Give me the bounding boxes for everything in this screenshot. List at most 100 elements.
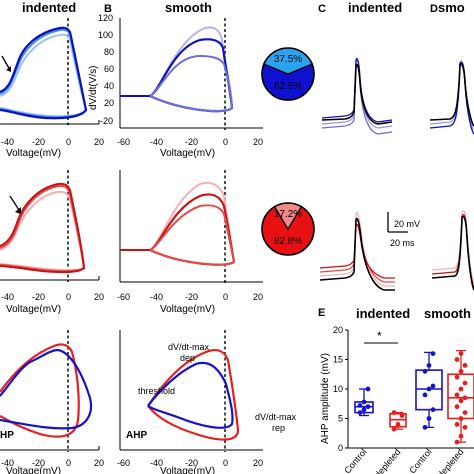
x-axis-a2: -40 -20 0 20 Voltage(mV)	[1, 292, 104, 315]
data-point	[462, 424, 468, 430]
group-label-indented: indented	[356, 306, 410, 321]
tick-label: 100	[98, 30, 113, 40]
x-axis-label: Voltage(mV)	[6, 304, 61, 315]
data-point	[462, 395, 468, 401]
data-point	[430, 407, 436, 413]
data-point	[454, 357, 460, 362]
data-point	[454, 374, 460, 380]
title-panel-b: smooth	[165, 0, 212, 15]
annotation-threshold: threshold	[138, 386, 175, 396]
data-point	[399, 413, 405, 418]
tick-label: -20	[32, 137, 45, 147]
x-axis-label: Voltage(mV)	[160, 148, 215, 159]
tick-label: -20	[185, 137, 198, 147]
data-point	[361, 399, 367, 405]
x-axis-label: Voltage(mV)	[6, 148, 61, 159]
data-point	[361, 407, 367, 413]
data-point	[391, 426, 397, 432]
data-point	[454, 404, 460, 410]
scale-time-label: 20 ms	[390, 238, 415, 248]
tick-label: 15	[333, 355, 343, 365]
data-point	[458, 416, 464, 421]
tick-label: 20	[253, 137, 263, 147]
data-point	[458, 386, 464, 392]
tick-label: 40	[104, 81, 114, 91]
category-label: DA depleted	[426, 447, 465, 474]
tick-label: -40	[150, 137, 163, 147]
letter-c: C	[318, 3, 326, 15]
phase-plot-a1	[0, 18, 100, 125]
pie-chart-blue: 62.5% 37.5%	[261, 47, 315, 101]
category-label: Control	[342, 447, 368, 474]
scale-bar: 20 mV 20 ms	[387, 212, 420, 248]
tick-label: 20	[94, 137, 104, 147]
tick-label: -20	[185, 292, 198, 302]
y-axis-label: dV/dt(V/s)	[88, 66, 99, 110]
data-point	[430, 351, 436, 356]
pie-slice-label: 82.8%	[274, 236, 302, 247]
tick-label: -40	[1, 458, 14, 468]
annotation-rep-line2: rep	[272, 423, 285, 433]
tick-label: -20	[185, 458, 198, 468]
pie-chart-red: 82.8% 17.2%	[261, 202, 315, 256]
data-point	[365, 404, 371, 410]
pie-slice-label: 17.2%	[274, 209, 302, 220]
y-axis-label: AHP amplitude (mV)	[320, 353, 331, 444]
box	[415, 369, 443, 411]
spike-traces-c2	[319, 211, 395, 291]
phase-plot-b1	[119, 18, 263, 130]
tick-label: -60	[117, 137, 130, 147]
data-point	[422, 368, 428, 374]
spike-traces-d1	[429, 60, 474, 135]
tick-label: 10	[333, 384, 343, 394]
tick-label: -60	[117, 292, 130, 302]
title-panel-d: smo	[438, 0, 465, 15]
x-axis-a3: -40 -20 0 20 Voltage(mV)	[1, 458, 104, 474]
tick-label: 0	[223, 137, 228, 147]
annotation-dep-line1: dV/dt-max	[168, 342, 210, 352]
data-point	[422, 392, 428, 398]
x-axis-b2: -60 -40 -20 0 20 Voltage(mV)	[117, 292, 263, 315]
tick-label: 20	[333, 325, 343, 335]
annotation-dep-line2: dep	[180, 353, 195, 363]
annotation-ahp: AHP	[126, 430, 147, 441]
data-point	[458, 398, 464, 404]
tick-label: 0	[223, 292, 228, 302]
data-point	[422, 424, 428, 430]
x-axis-label: Voltage(mV)	[160, 466, 215, 474]
box	[447, 373, 474, 420]
tick-label: 0	[338, 443, 343, 453]
pie-slice-label: 62.5%	[274, 81, 302, 92]
tick-label: 0	[66, 458, 71, 468]
tick-label: -40	[1, 292, 14, 302]
data-point	[430, 383, 436, 389]
x-axis-label: Voltage(mV)	[6, 466, 61, 474]
x-axis-b1: -60 -40 -20 0 20 Voltage(mV)	[117, 137, 263, 159]
letter-e: E	[318, 307, 325, 319]
x-axis-b3: -60 -40 -20 0 20 Voltage(mV)	[117, 458, 263, 474]
data-point	[426, 386, 432, 392]
tick-label: -20	[100, 116, 113, 126]
data-point	[395, 422, 401, 427]
spike-traces-d2	[431, 209, 474, 291]
data-point	[426, 416, 432, 421]
tick-label: -20	[32, 292, 45, 302]
data-point	[426, 363, 432, 368]
title-panel-a: indented	[22, 0, 76, 15]
tick-label: 0	[66, 292, 71, 302]
data-point	[454, 392, 460, 398]
tick-label: 20	[94, 292, 104, 302]
tick-label: 20	[104, 98, 114, 108]
annotation-rep-line1: dV/dt-max	[255, 412, 297, 422]
phase-plot-a3: HP	[0, 330, 100, 452]
tick-label: 20	[253, 292, 263, 302]
x-axis-label: Voltage(mV)	[160, 304, 215, 315]
data-point	[357, 403, 363, 408]
data-point	[458, 433, 464, 439]
tick-label: 120	[98, 13, 113, 23]
data-point	[462, 363, 468, 368]
tick-label: -60	[117, 458, 130, 468]
letter-d: D	[430, 3, 438, 15]
tick-label: 20	[253, 458, 263, 468]
